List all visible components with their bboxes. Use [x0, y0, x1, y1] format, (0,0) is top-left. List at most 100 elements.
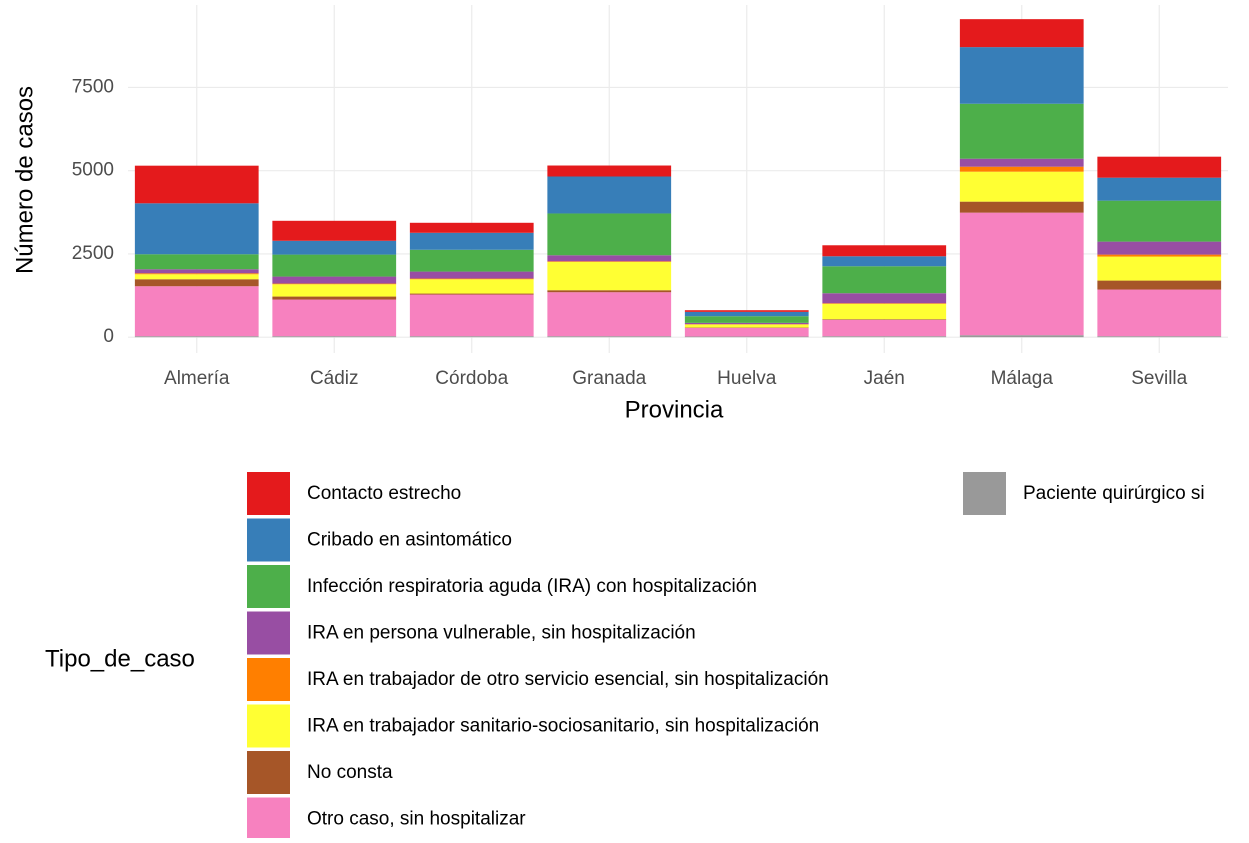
bar-segment	[960, 202, 1084, 213]
bar-segment	[272, 241, 396, 255]
y-tick-label: 5000	[72, 160, 114, 181]
legend-label: Infección respiratoria aguda (IRA) con h…	[307, 576, 757, 597]
bar-segment	[685, 312, 809, 316]
legend-label: IRA en trabajador sanitario-sociosanitar…	[307, 716, 819, 737]
y-tick-label: 0	[103, 326, 114, 347]
legend-label: IRA en persona vulnerable, sin hospitali…	[307, 623, 696, 644]
bar-segment	[685, 337, 809, 338]
bar-segment	[272, 300, 396, 337]
bar-segment	[822, 336, 946, 337]
bar-segment	[135, 286, 259, 336]
bar-segment	[960, 172, 1084, 202]
bar-segment	[960, 159, 1084, 167]
bar-segment	[547, 213, 671, 255]
bar-segment	[1097, 257, 1221, 281]
bar-segment	[410, 295, 534, 337]
bar-segment	[685, 328, 809, 337]
bar-segment	[685, 323, 809, 324]
bar-segment	[822, 293, 946, 303]
bar-segment	[1097, 157, 1221, 178]
bar-segment	[135, 269, 259, 273]
bar-segment	[410, 336, 534, 337]
bar-segment	[960, 213, 1084, 336]
bar-segment	[1097, 255, 1221, 257]
bar-segment	[410, 272, 534, 279]
bar-segment	[1097, 201, 1221, 242]
bar-segment	[1097, 178, 1221, 201]
legend-label: No consta	[307, 762, 393, 783]
bar-segment	[410, 294, 534, 295]
bar-segment	[410, 279, 534, 280]
legend-key	[247, 612, 290, 655]
bar-segment	[960, 19, 1084, 47]
y-tick-label: 7500	[72, 76, 114, 97]
bar-segment	[547, 261, 671, 262]
y-axis-label: Número de casos	[11, 86, 38, 274]
legend-key	[247, 798, 290, 839]
bar-segment	[547, 292, 671, 336]
bar-segment	[1097, 290, 1221, 337]
bar-segment	[960, 335, 1084, 337]
bar-segment	[547, 166, 671, 177]
x-tick-label: Sevilla	[1131, 368, 1187, 389]
legend-key	[247, 705, 290, 748]
bar-segment	[822, 320, 946, 336]
bar-segment	[410, 250, 534, 272]
legend-key	[247, 472, 290, 515]
bar-segment	[685, 325, 809, 328]
legend-label: IRA en trabajador de otro servicio esenc…	[307, 669, 829, 690]
bar-segment	[135, 203, 259, 254]
legend-label: Paciente quirúrgico si	[1023, 483, 1205, 504]
bar-segment	[272, 284, 396, 296]
bar-segment	[822, 256, 946, 266]
bar-segment	[272, 336, 396, 337]
bar-segment	[960, 167, 1084, 172]
bar-segment	[960, 104, 1084, 159]
bar-segment	[547, 177, 671, 214]
bar-segment	[822, 245, 946, 256]
bar-segment	[135, 166, 259, 204]
bar-segment	[272, 221, 396, 241]
legend-key	[247, 751, 290, 794]
bar-segment	[960, 47, 1084, 104]
bar-segment	[547, 290, 671, 292]
bar-segment	[135, 254, 259, 269]
bar-segment	[135, 336, 259, 337]
legend-key	[963, 472, 1006, 515]
bar-segment	[410, 233, 534, 250]
y-tick-label: 2500	[72, 243, 114, 264]
legend-key	[247, 519, 290, 562]
x-axis-label: Provincia	[625, 396, 724, 423]
bar-segment	[1097, 336, 1221, 337]
bar-segment	[272, 277, 396, 284]
bar-segment	[410, 279, 534, 293]
bar-segment	[135, 273, 259, 274]
bar-segment	[135, 274, 259, 279]
bar-segment	[410, 223, 534, 233]
bar-segment	[547, 262, 671, 290]
bar-segment	[135, 279, 259, 286]
bar-segment	[822, 304, 946, 319]
x-tick-label: Cádiz	[310, 368, 359, 389]
bar-segment	[272, 284, 396, 285]
bar-segment	[685, 316, 809, 323]
bar-segment	[547, 255, 671, 261]
legend-label: Otro caso, sin hospitalizar	[307, 809, 526, 830]
legend-title: Tipo_de_caso	[45, 645, 195, 672]
bar-segment	[272, 297, 396, 300]
legend-key	[247, 565, 290, 608]
bar-segment	[822, 319, 946, 320]
bar-segment	[1097, 242, 1221, 255]
x-tick-label: Granada	[572, 368, 646, 389]
x-tick-label: Huelva	[717, 368, 777, 389]
legend-label: Contacto estrecho	[307, 483, 461, 504]
bar-segment	[822, 303, 946, 304]
x-tick-label: Córdoba	[435, 368, 508, 389]
bar-segment	[685, 310, 809, 312]
bar-segment	[547, 336, 671, 337]
bar-segment	[272, 255, 396, 277]
x-tick-label: Jaén	[864, 368, 905, 389]
x-tick-label: Almería	[164, 368, 230, 389]
legend-label: Cribado en asintomático	[307, 530, 512, 551]
